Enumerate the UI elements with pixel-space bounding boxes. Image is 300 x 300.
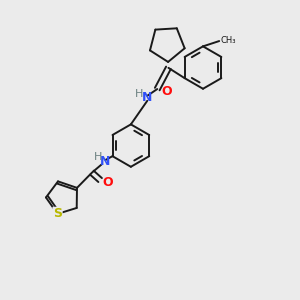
- Text: H: H: [135, 89, 143, 99]
- Text: N: N: [100, 155, 111, 168]
- Text: H: H: [94, 152, 102, 162]
- Text: O: O: [102, 176, 112, 189]
- Text: CH₃: CH₃: [221, 36, 236, 45]
- Text: O: O: [161, 85, 172, 98]
- Text: N: N: [142, 91, 152, 104]
- Text: S: S: [53, 207, 62, 220]
